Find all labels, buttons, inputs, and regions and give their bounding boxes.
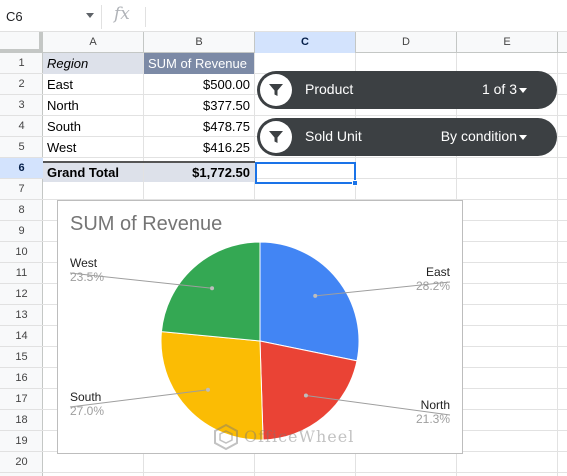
select-all-corner[interactable] <box>0 32 43 53</box>
formula-bar: C6 fx <box>0 0 567 32</box>
pie-slice-south[interactable] <box>160 331 264 441</box>
row-header[interactable]: 17 <box>0 389 43 410</box>
pie-leader-dot <box>303 393 308 398</box>
row-header[interactable]: 3 <box>0 95 43 116</box>
pie-label-name: North <box>421 398 450 412</box>
chart-title: SUM of Revenue <box>70 213 223 235</box>
row-header[interactable]: 20 <box>0 452 43 473</box>
pie-label-name: East <box>426 265 451 279</box>
pivot-region-cell[interactable]: West <box>47 140 77 155</box>
pivot-region-cell[interactable]: North <box>47 98 79 113</box>
pie-label-pct: 21.3% <box>416 412 450 426</box>
name-box-value: C6 <box>6 9 23 24</box>
row-header[interactable]: 9 <box>0 221 43 242</box>
pivot-region-cell[interactable]: South <box>47 119 81 134</box>
active-cell-c6[interactable] <box>255 162 356 184</box>
pie-leader-dot <box>313 293 318 298</box>
pivot-header-region[interactable]: Region <box>43 53 143 74</box>
name-box[interactable]: C6 <box>0 5 102 29</box>
filter-chip-product[interactable]: Product 1 of 3 <box>257 71 557 109</box>
row-header[interactable]: 14 <box>0 326 43 347</box>
filter-chip-sold-unit[interactable]: Sold Unit By condition <box>257 118 557 156</box>
filter-icon <box>260 74 292 106</box>
pivot-value-cell[interactable]: $500.00 <box>203 77 250 92</box>
caret-down-icon <box>519 88 527 93</box>
chevron-down-icon[interactable] <box>86 13 94 18</box>
row-header[interactable]: 5 <box>0 137 43 158</box>
fill-handle[interactable] <box>352 180 358 186</box>
fx-icon: fx <box>114 4 130 24</box>
watermark: OfficeWheel <box>212 420 372 454</box>
pie-slice-west[interactable] <box>160 241 261 342</box>
grand-total-label[interactable]: Grand Total <box>43 163 143 182</box>
row-header[interactable]: 4 <box>0 116 43 137</box>
row-header[interactable]: 16 <box>0 368 43 389</box>
pie-chart[interactable]: SUM of Revenue East 28.2% North 21.3% South 2… <box>57 200 463 454</box>
pivot-value-cell[interactable]: $377.50 <box>203 98 250 113</box>
row-header[interactable]: 11 <box>0 263 43 284</box>
row-header[interactable]: 12 <box>0 284 43 305</box>
row-header[interactable]: 13 <box>0 305 43 326</box>
column-header-a[interactable]: A <box>43 32 144 53</box>
row-header[interactable]: 6 <box>0 158 43 179</box>
filter-chip-value: 1 of 3 <box>481 81 517 97</box>
filter-chip-value: By condition <box>440 128 517 144</box>
pie-label-name: West <box>70 256 98 270</box>
row-header[interactable]: 8 <box>0 200 43 221</box>
watermark-text: OfficeWheel <box>244 427 355 446</box>
total-divider <box>43 161 255 163</box>
row-header[interactable]: 15 <box>0 347 43 368</box>
row-header[interactable]: 18 <box>0 410 43 431</box>
pivot-header-sum[interactable]: SUM of Revenue <box>144 53 254 74</box>
column-header-b[interactable]: B <box>144 32 255 53</box>
column-header-e[interactable]: E <box>457 32 558 53</box>
column-header-c[interactable]: C <box>255 32 356 53</box>
pivot-value-cell[interactable]: $478.75 <box>203 119 250 134</box>
formula-separator <box>145 7 146 27</box>
pie-leader-dot <box>206 387 211 392</box>
filter-icon <box>260 121 292 153</box>
row-header[interactable]: 10 <box>0 242 43 263</box>
pie-slice-north[interactable] <box>259 340 358 441</box>
pie-label-pct: 23.5% <box>70 270 104 284</box>
row-header[interactable]: 19 <box>0 431 43 452</box>
caret-down-icon <box>519 135 527 140</box>
pie-label-pct: 28.2% <box>416 279 450 293</box>
grand-total-value[interactable]: $1,772.50 <box>144 163 254 182</box>
filter-chip-label: Sold Unit <box>305 128 362 144</box>
watermark-logo-icon <box>214 423 238 451</box>
row-header[interactable]: 7 <box>0 179 43 200</box>
filter-chip-label: Product <box>305 81 354 97</box>
pie-leader-line <box>315 281 451 297</box>
pie-label-name: South <box>70 390 101 404</box>
pie-leader-dot <box>210 286 215 291</box>
pie-leader-line <box>69 389 209 408</box>
pie-label-pct: 27.0% <box>70 404 104 418</box>
pivot-region-cell[interactable]: East <box>47 77 74 92</box>
row-header[interactable]: 2 <box>0 74 43 95</box>
pie-leader-line <box>69 272 213 289</box>
row-headers: 1 2 3 4 5 6 7 8 9 10 11 12 13 14 15 16 1… <box>0 53 43 476</box>
pivot-value-cell[interactable]: $416.25 <box>203 140 250 155</box>
row-header[interactable]: 1 <box>0 53 43 74</box>
pie-slice-east[interactable] <box>259 241 360 362</box>
column-header-d[interactable]: D <box>356 32 457 53</box>
column-headers: A B C D E <box>43 32 567 53</box>
pie-leader-line <box>305 395 451 416</box>
